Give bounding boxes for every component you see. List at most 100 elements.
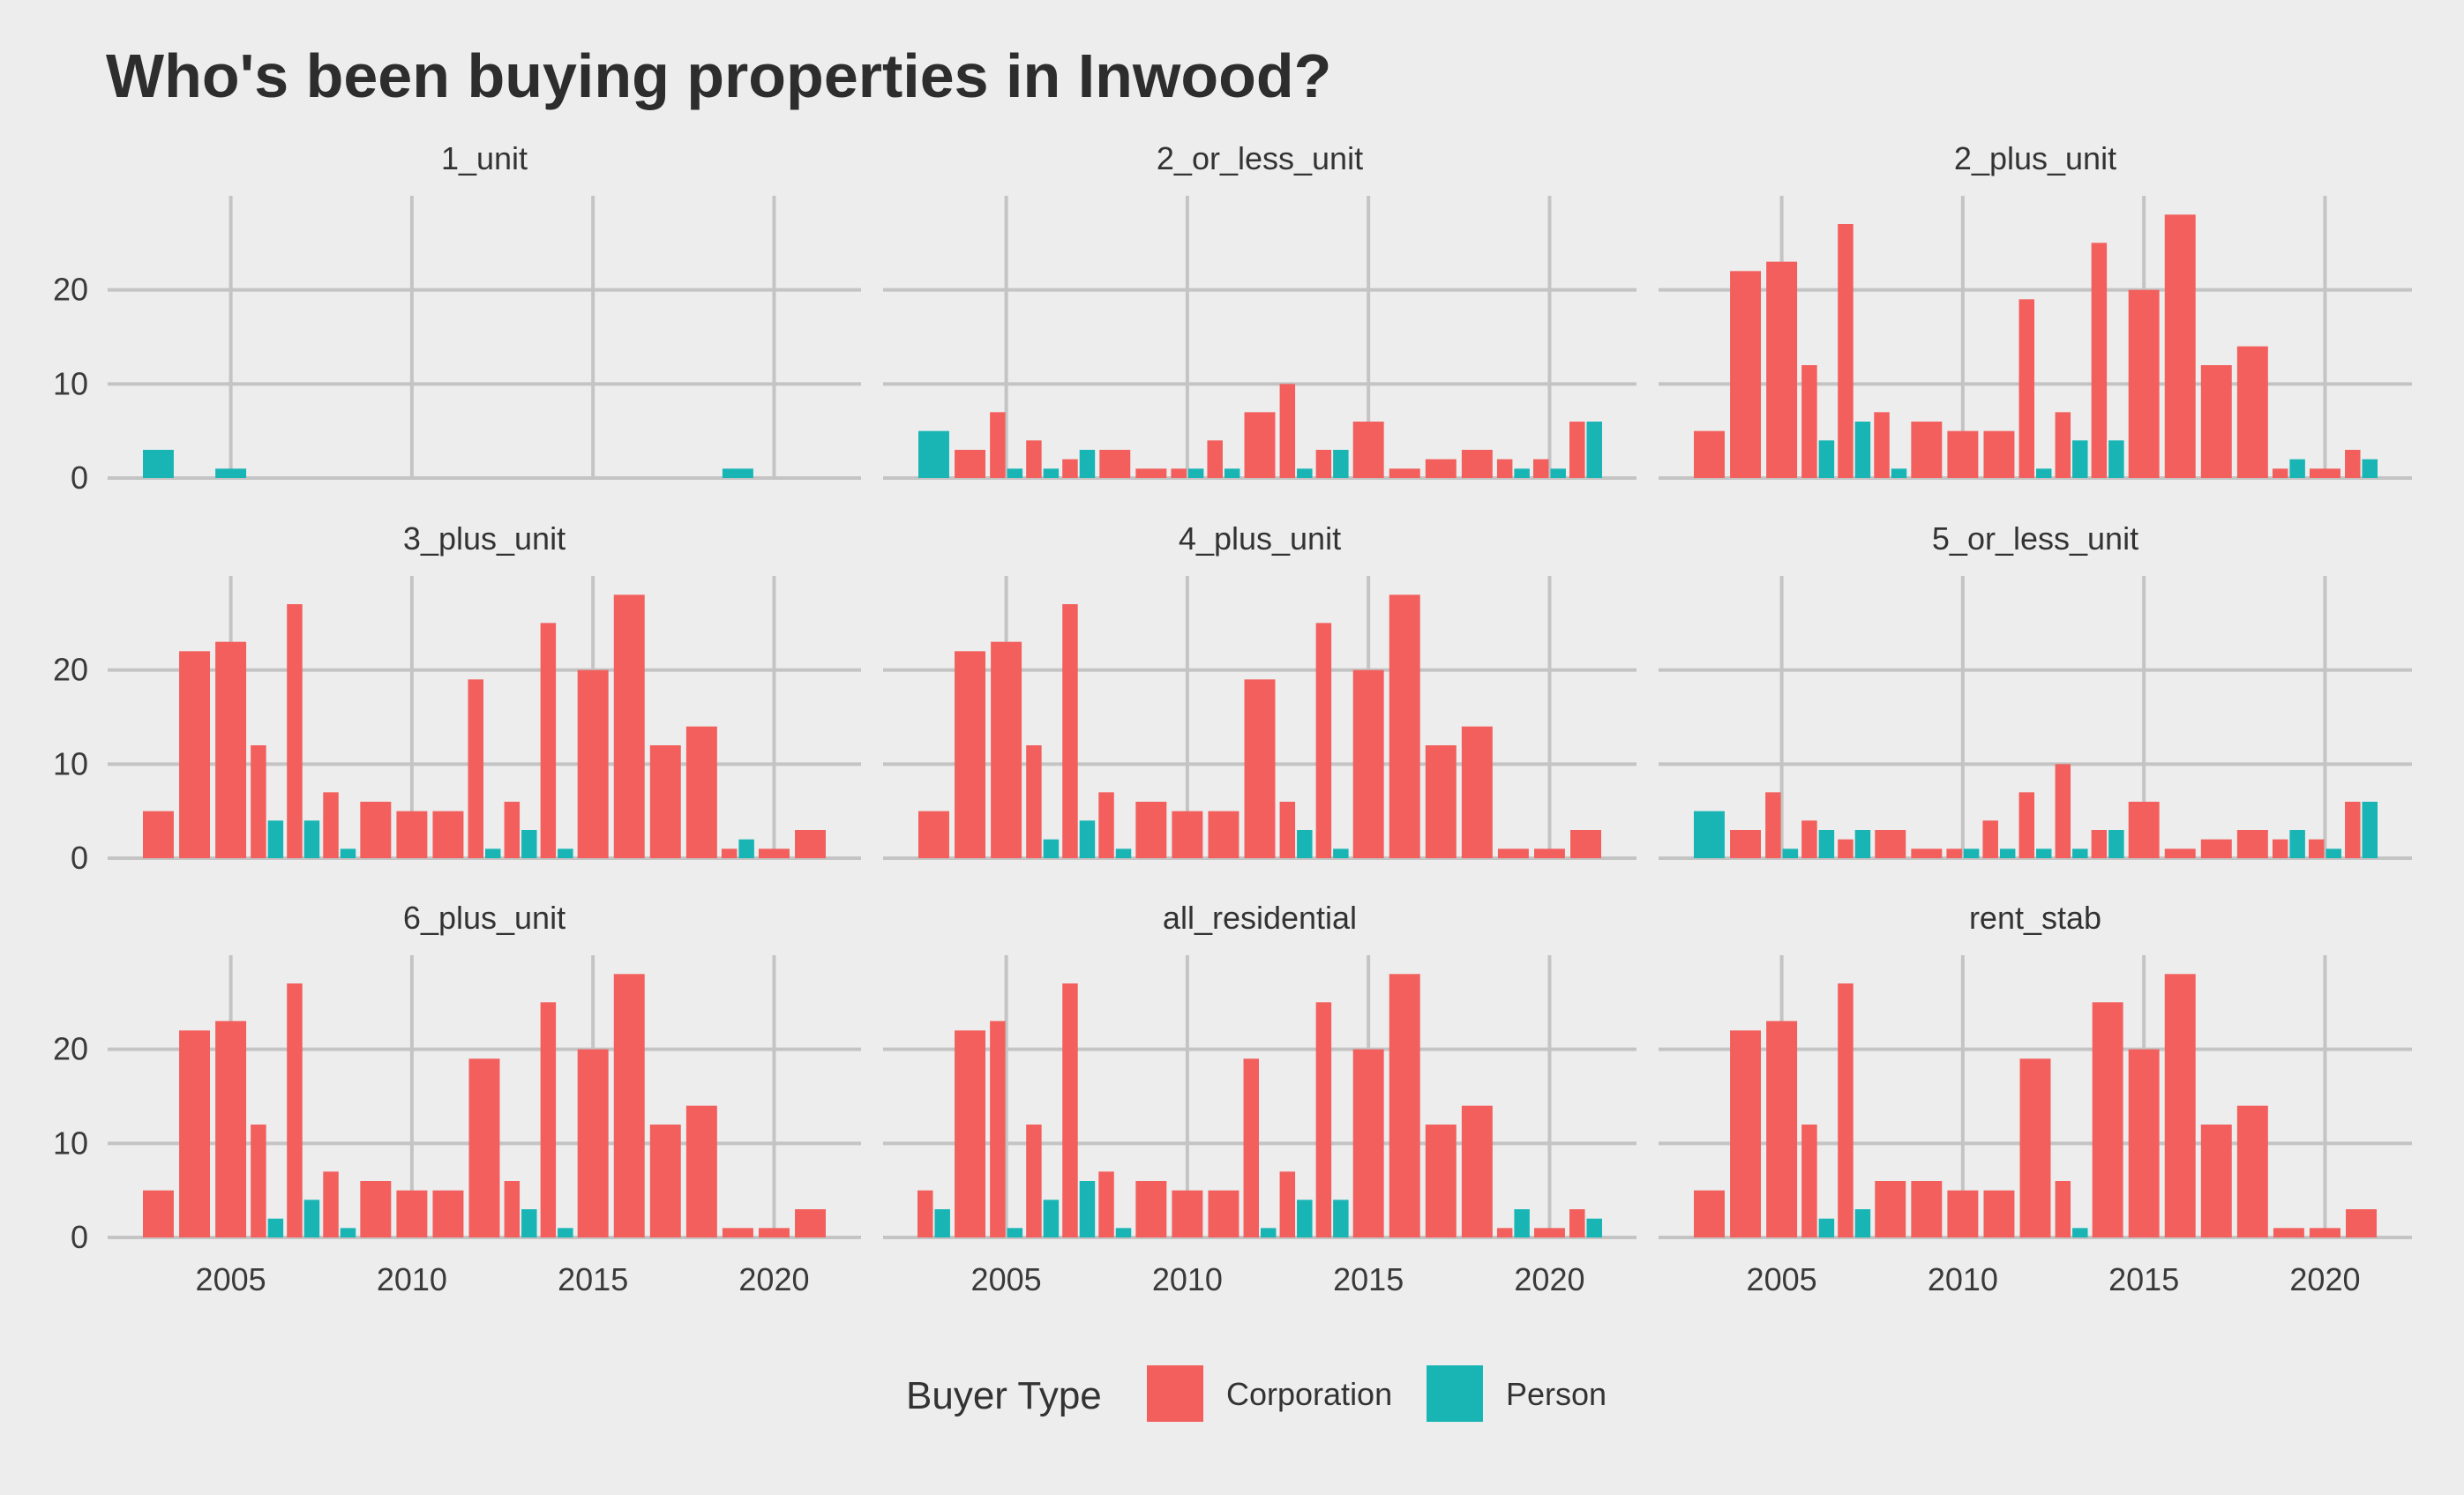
bar-person	[1079, 450, 1096, 478]
bar-corporation	[2019, 1058, 2051, 1237]
bar-corporation	[1801, 820, 1817, 858]
bar-person	[143, 450, 174, 478]
x-tick-label: 2005	[971, 1261, 1042, 1297]
bar-corporation	[1315, 450, 1332, 478]
facet-panel-2_or_less_unit: 2_or_less_unit	[883, 140, 1636, 480]
bar-corporation	[649, 745, 681, 858]
bar-person	[1586, 422, 1602, 478]
bar-corporation	[955, 450, 986, 478]
bar-corporation	[1983, 1190, 2015, 1237]
facet-panel-5_or_less_unit: 5_or_less_unit	[1659, 520, 2412, 860]
facet-panel-1_unit: 1_unit 0 10 20	[53, 140, 861, 496]
bar-corporation	[1389, 974, 1420, 1237]
bar-corporation	[2308, 839, 2325, 858]
bar-person	[1999, 848, 2016, 858]
facet-title: 2_or_less_unit	[1157, 140, 1363, 176]
x-tick-label: 2020	[1514, 1261, 1584, 1297]
bar-corporation	[1983, 430, 2015, 478]
bar-corporation	[1461, 726, 1493, 858]
facet-panel-all_residential: all_residential 2005 2010 2015 2020	[883, 900, 1636, 1297]
bar-person	[1333, 1200, 1349, 1237]
bar-corporation	[432, 1190, 464, 1237]
bar-corporation	[143, 811, 174, 858]
facet-title: 1_unit	[441, 140, 528, 176]
legend-label-person: Person	[1506, 1376, 1606, 1412]
bar-corporation	[1208, 1190, 1239, 1237]
legend-swatch-person	[1427, 1365, 1483, 1422]
bar-person	[1694, 811, 1725, 858]
bar-corporation	[1533, 1228, 1565, 1237]
bar-person	[2036, 468, 2052, 478]
bar-corporation	[215, 641, 247, 858]
bar-corporation	[1425, 1125, 1457, 1237]
bar-corporation	[1315, 1002, 1332, 1237]
x-tick-label: 2005	[196, 1261, 266, 1297]
y-tick-label: 10	[53, 745, 88, 781]
bar-corporation	[1315, 623, 1332, 858]
bar-person	[1333, 848, 1349, 858]
bar-corporation	[2200, 1125, 2232, 1237]
bar-corporation	[1838, 224, 1854, 478]
bar-corporation	[2055, 1181, 2071, 1237]
bar-person	[1079, 1181, 1096, 1237]
legend: Buyer Type Corporation Person	[906, 1365, 1606, 1422]
facet-panel-2_plus_unit: 2_plus_unit	[1659, 140, 2412, 480]
bar-person	[1818, 440, 1835, 478]
bar-corporation	[1730, 830, 1762, 858]
bar-corporation	[143, 1190, 174, 1237]
y-tick-label: 10	[53, 365, 88, 401]
bar-corporation	[2128, 289, 2160, 478]
bar-corporation	[1801, 1125, 1817, 1237]
bar-person	[1297, 830, 1313, 858]
bar-person	[1007, 1228, 1023, 1237]
bar-person	[738, 839, 754, 858]
bar-corporation	[1243, 1058, 1259, 1237]
bar-corporation	[251, 1125, 266, 1237]
legend-swatch-corporation	[1147, 1365, 1203, 1422]
x-tick-label: 2015	[558, 1261, 628, 1297]
bar-corporation	[1279, 1171, 1296, 1237]
bar-corporation	[1838, 839, 1854, 858]
bar-corporation	[721, 848, 738, 858]
bar-person	[558, 1228, 573, 1237]
bar-person	[2072, 1228, 2088, 1237]
bar-person	[2325, 848, 2341, 858]
bar-corporation	[1135, 468, 1167, 478]
bar-corporation	[287, 604, 303, 858]
bar-person	[1115, 1228, 1132, 1237]
bar-corporation	[1533, 848, 1565, 858]
bar-person	[1224, 468, 1240, 478]
bar-corporation	[1098, 792, 1114, 858]
bar-corporation	[2128, 1049, 2160, 1237]
x-tick-label: 2010	[1928, 1261, 1998, 1297]
bar-corporation	[2346, 1209, 2377, 1237]
bar-person	[340, 1228, 356, 1237]
facet-grid: 1_unit 0 10 20 2_or_less_unit 2_plus_unit 3_pl…	[53, 140, 2412, 1297]
bar-person	[2072, 440, 2088, 478]
bar-person	[267, 1218, 284, 1237]
bar-corporation	[1425, 459, 1457, 478]
bar-corporation	[1569, 1209, 1585, 1237]
bar-corporation	[1946, 848, 1962, 858]
bar-corporation	[1208, 811, 1239, 858]
bar-corporation	[1062, 459, 1078, 478]
bar-corporation	[613, 974, 645, 1237]
bar-corporation	[1947, 1190, 1979, 1237]
bar-corporation	[251, 745, 266, 858]
y-tick-label: 0	[71, 460, 88, 496]
bar-corporation	[1062, 983, 1078, 1237]
bar-person	[485, 848, 501, 858]
bar-corporation	[1425, 745, 1457, 858]
x-tick-label: 2015	[2108, 1261, 2179, 1297]
bar-corporation	[990, 412, 1006, 478]
bar-person	[2036, 848, 2052, 858]
bar-corporation	[649, 1125, 681, 1237]
bar-corporation	[323, 792, 339, 858]
chart-title: Who's been buying properties in Inwood?	[106, 41, 1331, 110]
bar-person	[2108, 440, 2124, 478]
bar-person	[1297, 468, 1313, 478]
bar-corporation	[2128, 802, 2160, 858]
bar-corporation	[2236, 830, 2268, 858]
bar-corporation	[1098, 1171, 1114, 1237]
bar-corporation	[2092, 1002, 2123, 1237]
